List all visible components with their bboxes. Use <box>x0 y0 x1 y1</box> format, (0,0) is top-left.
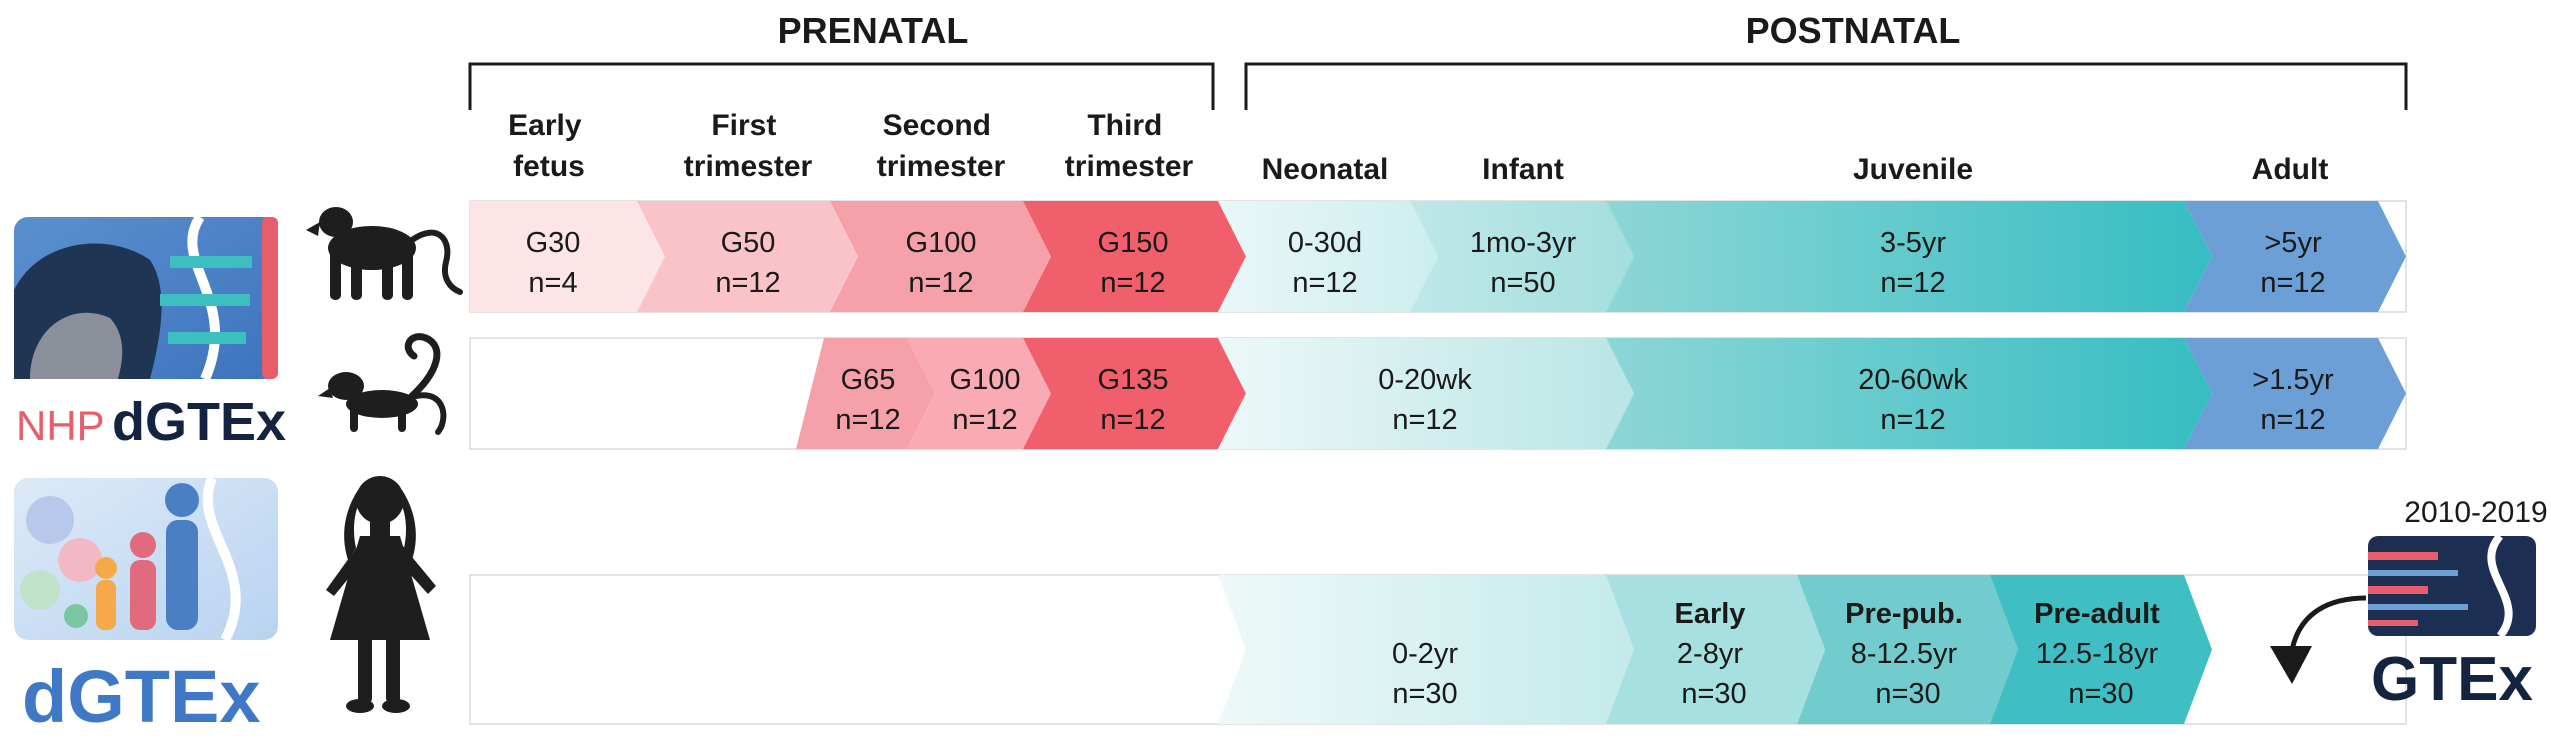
prenatal-bracket <box>468 62 1215 110</box>
stage-header-first-trimester: First trimester <box>684 109 813 183</box>
nhp-logo-prefix: NHP <box>16 402 105 449</box>
marmoset-cell-g65: G65 n=12 <box>835 364 900 436</box>
human-cell-pre-adult: Pre-adult 12.5-18yr n=30 <box>2034 598 2168 710</box>
macaque-stage-juvenile <box>1606 201 2212 312</box>
marmoset-cell-20-60wk: 20-60wk n=12 <box>1858 364 1968 436</box>
macaque-silhouette-icon <box>306 207 463 300</box>
human-stage-0-2yr <box>1218 575 1634 724</box>
marmoset-stage-g65 <box>796 338 935 449</box>
human-stage-pre-adult <box>1990 575 2212 724</box>
macaque-cell-infant: 1mo-3yr n=50 <box>1470 227 1577 299</box>
macaque-cell-early-fetus: G30 n=4 <box>526 227 581 299</box>
human-stage-early <box>1606 575 1825 724</box>
macaque-stage-infant <box>1410 201 1634 312</box>
nhp-logo-name: dGTEx <box>112 392 286 452</box>
human-dgtex-logo: dGTEx <box>14 476 278 738</box>
macaque-stage-neonatal <box>1218 201 1438 312</box>
macaque-stage-first-trimester <box>637 201 858 312</box>
marmoset-cell-adult: >1.5yr n=12 <box>2252 364 2334 436</box>
marmoset-stage-g100 <box>907 338 1051 449</box>
macaque-row: G30 n=4 G50 n=12 G100 n=12 G150 n=12 0-30d n=… <box>470 201 2406 312</box>
stage-header-second-trimester: Second trimester <box>877 109 1006 183</box>
marmoset-stage-0-20wk <box>1218 338 1634 449</box>
nhp-dgtex-logo: NHP dGTEx <box>14 214 286 452</box>
gtex-logo: 2010-2019 GTEx <box>2368 496 2548 714</box>
gtex-years-label: 2010-2019 <box>2404 496 2547 529</box>
human-row: 0-2yr n=30 Early 2-8yr n=30 Pre-pub. 8-12… <box>1218 575 2212 724</box>
prenatal-header: PRENATAL <box>778 10 969 51</box>
human-logo-name: dGTEx <box>22 655 260 738</box>
human-stage-pre-pub <box>1797 575 2018 724</box>
marmoset-stage-20-60wk <box>1606 338 2212 449</box>
marmoset-stage-adult <box>2184 338 2406 449</box>
macaque-stage-adult <box>2184 201 2406 312</box>
gtex-logo-name: GTEx <box>2371 645 2533 714</box>
marmoset-cell-g135: G135 n=12 <box>1098 364 1169 436</box>
marmoset-stage-g135 <box>1023 338 1246 449</box>
postnatal-header: POSTNATAL <box>1746 10 1961 51</box>
macaque-cell-first-trimester: G50 n=12 <box>715 227 780 299</box>
stage-header-juvenile: Juvenile <box>1853 153 1973 186</box>
marmoset-cell-g100: G100 n=12 <box>950 364 1021 436</box>
marmoset-cell-0-20wk: 0-20wk n=12 <box>1378 364 1472 436</box>
stage-header-adult: Adult <box>2252 153 2329 186</box>
postnatal-bracket <box>1244 62 2408 110</box>
human-cell-pre-pub: Pre-pub. 8-12.5yr n=30 <box>1845 598 1971 710</box>
macaque-stage-third-trimester <box>1023 201 1246 312</box>
macaque-stage-early-fetus <box>470 201 665 312</box>
marmoset-silhouette-icon <box>318 333 447 435</box>
macaque-cell-second-trimester: G100 n=12 <box>906 227 977 299</box>
child-silhouette-icon <box>326 476 436 713</box>
marmoset-row: G65 n=12 G100 n=12 G135 n=12 0-20wk n=12 20-… <box>796 338 2406 449</box>
human-cell-0-2yr: 0-2yr n=30 <box>1392 638 1458 710</box>
human-cell-early: Early 2-8yr n=30 <box>1674 598 1753 710</box>
stage-header-neonatal: Neonatal <box>1262 153 1389 186</box>
stage-header-third-trimester: Third trimester <box>1065 109 1194 183</box>
macaque-cell-adult: >5yr n=12 <box>2260 227 2325 299</box>
curved-arrow-icon <box>2270 595 2367 684</box>
macaque-stage-second-trimester <box>830 201 1051 312</box>
stage-header-early-fetus: Early fetus <box>508 109 590 183</box>
stage-header-infant: Infant <box>1482 153 1564 186</box>
macaque-cell-third-trimester: G150 n=12 <box>1098 227 1169 299</box>
macaque-cell-neonatal: 0-30d n=12 <box>1288 227 1362 299</box>
macaque-cell-juvenile: 3-5yr n=12 <box>1880 227 1946 299</box>
